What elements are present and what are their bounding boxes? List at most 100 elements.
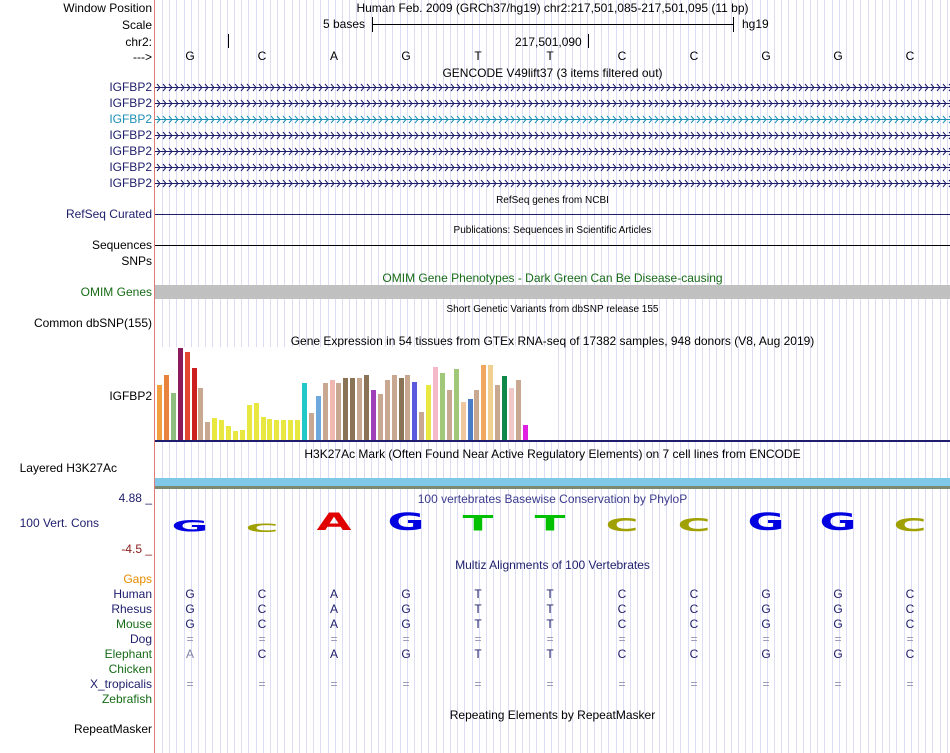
gtex-tissue-bar[interactable] xyxy=(370,390,376,440)
gtex-tissue-bar[interactable] xyxy=(439,373,445,440)
gtex-tissue-bar[interactable] xyxy=(157,385,162,440)
gtex-tissue-bar[interactable] xyxy=(219,420,225,440)
gene-feature[interactable] xyxy=(155,147,950,156)
gtex-tissue-bar[interactable] xyxy=(184,352,190,440)
gtex-tissue-bar[interactable] xyxy=(453,369,459,440)
track-image[interactable]: Human Feb. 2009 (GRCh37/hg19) chr2:217,5… xyxy=(155,0,950,753)
snps-label[interactable]: SNPs xyxy=(121,254,152,268)
gtex-tissue-bar[interactable] xyxy=(364,375,369,440)
gtex-tissue-bar[interactable] xyxy=(426,385,432,440)
gtex-tissue-bar[interactable] xyxy=(350,378,356,440)
publications-label[interactable]: Sequences xyxy=(91,238,152,252)
publications-line[interactable] xyxy=(155,245,950,246)
gtex-tissue-bar[interactable] xyxy=(205,422,211,440)
gtex-tissue-bar[interactable] xyxy=(329,380,335,440)
chrom-label[interactable]: chr2: xyxy=(125,35,152,49)
species-label[interactable]: Elephant xyxy=(104,647,152,661)
conservation-label[interactable]: 100 Vert. Cons xyxy=(19,516,99,530)
gtex-tissue-bar[interactable] xyxy=(295,420,300,440)
gtex-tissue-bar[interactable] xyxy=(433,367,438,440)
species-label[interactable]: Zebrafish xyxy=(101,692,152,706)
gene-label[interactable]: IGFBP2 xyxy=(109,128,152,142)
gtex-tissue-bar[interactable] xyxy=(198,388,204,440)
species-label[interactable]: Rhesus xyxy=(111,602,152,616)
gtex-tissue-bar[interactable] xyxy=(212,418,218,440)
gtex-tissue-bar[interactable] xyxy=(267,419,273,440)
omim-label[interactable]: OMIM Genes xyxy=(80,285,152,299)
gtex-bar-chart[interactable] xyxy=(155,347,555,440)
gene-feature[interactable] xyxy=(155,163,950,172)
species-label[interactable]: X_tropicalis xyxy=(89,677,152,691)
gtex-tissue-bar[interactable] xyxy=(474,390,480,440)
gene-feature[interactable] xyxy=(155,83,950,92)
conservation-logo-base: T xyxy=(534,511,566,537)
gtex-tissue-bar[interactable] xyxy=(226,426,231,440)
refseq-line[interactable] xyxy=(155,214,950,215)
scale-bar-text: 5 bases xyxy=(323,17,366,31)
gene-feature[interactable] xyxy=(155,131,950,140)
gtex-tissue-bar[interactable] xyxy=(260,417,266,440)
window-position-label[interactable]: Window Position xyxy=(63,1,152,15)
gtex-tissue-bar[interactable] xyxy=(495,385,501,440)
gtex-tissue-bar[interactable] xyxy=(467,399,473,440)
gtex-tissue-bar[interactable] xyxy=(357,378,363,440)
gtex-tissue-bar[interactable] xyxy=(377,394,383,440)
gtex-tissue-bar[interactable] xyxy=(288,420,294,440)
gtex-tissue-bar[interactable] xyxy=(253,403,259,440)
gtex-tissue-bar[interactable] xyxy=(488,365,494,440)
gtex-tissue-bar[interactable] xyxy=(391,375,397,440)
gaps-label[interactable]: Gaps xyxy=(123,572,152,586)
gtex-tissue-bar[interactable] xyxy=(315,396,321,440)
gtex-tissue-bar[interactable] xyxy=(191,368,197,440)
gtex-tissue-bar[interactable] xyxy=(232,431,238,440)
gene-label[interactable]: IGFBP2 xyxy=(109,112,152,126)
gtex-tissue-bar[interactable] xyxy=(446,390,452,440)
gtex-tissue-bar[interactable] xyxy=(163,375,169,440)
scale-label[interactable]: Scale xyxy=(121,18,152,32)
gene-feature[interactable] xyxy=(155,99,950,108)
gtex-tissue-bar[interactable] xyxy=(301,383,307,440)
h3k27ac-label[interactable]: Layered H3K27Ac xyxy=(19,461,117,475)
gtex-tissue-bar[interactable] xyxy=(412,382,418,440)
gtex-tissue-bar[interactable] xyxy=(343,378,349,440)
gtex-tissue-bar[interactable] xyxy=(308,413,314,440)
omim-bar[interactable] xyxy=(155,285,950,299)
grid-line xyxy=(767,0,768,753)
species-label[interactable]: Dog xyxy=(129,632,152,646)
gtex-tissue-bar[interactable] xyxy=(419,412,425,440)
gtex-tissue-bar[interactable] xyxy=(384,380,390,440)
gtex-tissue-bar[interactable] xyxy=(515,380,521,440)
gtex-tissue-bar[interactable] xyxy=(522,425,528,440)
strand-toggle[interactable]: ---> xyxy=(133,50,152,64)
species-label[interactable]: Mouse xyxy=(115,617,152,631)
gtex-tissue-bar[interactable] xyxy=(336,383,342,440)
gtex-label[interactable]: IGFBP2 xyxy=(109,389,152,403)
gtex-tissue-bar[interactable] xyxy=(239,430,245,440)
gtex-tissue-bar[interactable] xyxy=(281,420,287,440)
repeatmasker-label[interactable]: RepeatMasker xyxy=(73,722,152,736)
gene-label[interactable]: IGFBP2 xyxy=(109,176,152,190)
gtex-tissue-bar[interactable] xyxy=(322,383,328,440)
gtex-tissue-bar[interactable] xyxy=(405,375,411,440)
gtex-tissue-bar[interactable] xyxy=(502,376,507,440)
gtex-tissue-bar[interactable] xyxy=(398,378,404,440)
dbsnp-label[interactable]: Common dbSNP(155) xyxy=(33,316,152,330)
gene-feature[interactable] xyxy=(155,115,950,124)
grid-line xyxy=(774,0,775,753)
species-label[interactable]: Human xyxy=(113,587,152,601)
gene-feature[interactable] xyxy=(155,179,950,188)
gtex-tissue-bar[interactable] xyxy=(246,405,252,440)
gtex-tissue-bar[interactable] xyxy=(460,402,466,440)
gtex-tissue-bar[interactable] xyxy=(481,365,487,440)
gene-label[interactable]: IGFBP2 xyxy=(109,80,152,94)
gtex-tissue-bar[interactable] xyxy=(274,420,280,440)
gene-label[interactable]: IGFBP2 xyxy=(109,96,152,110)
gtex-tissue-bar[interactable] xyxy=(508,388,514,440)
species-label[interactable]: Chicken xyxy=(108,662,152,676)
gene-label[interactable]: IGFBP2 xyxy=(109,144,152,158)
gtex-tissue-bar[interactable] xyxy=(177,348,183,440)
h3k27ac-signal[interactable] xyxy=(155,478,950,486)
gtex-tissue-bar[interactable] xyxy=(170,393,176,440)
refseq-label[interactable]: RefSeq Curated xyxy=(65,207,152,221)
gene-label[interactable]: IGFBP2 xyxy=(109,160,152,174)
